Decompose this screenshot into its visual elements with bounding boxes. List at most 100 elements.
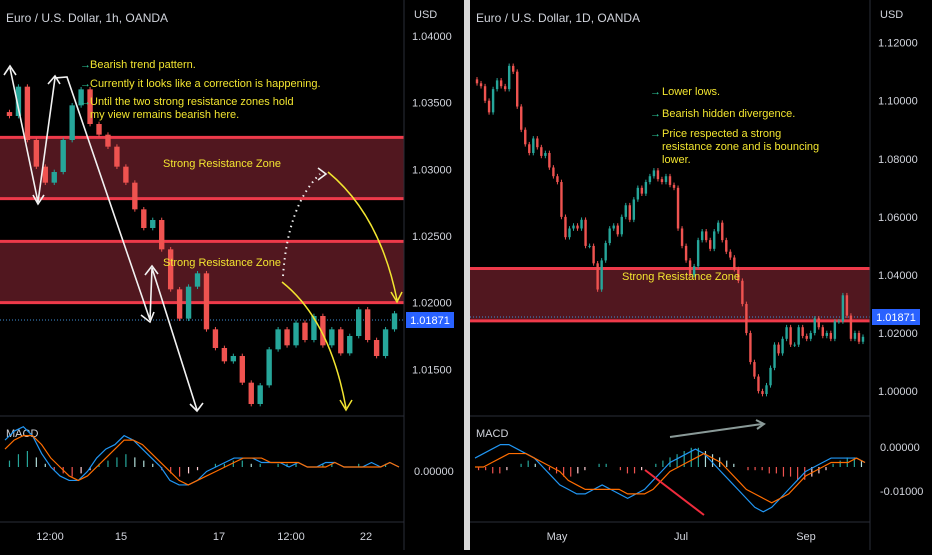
left-note-3: Until the two strong resistance zones ho… [90, 96, 294, 121]
left-notes: → Bearish trend pattern. → Currently it … [80, 59, 321, 121]
candle-body [382, 329, 389, 356]
candle-body [96, 124, 102, 135]
candle-body [275, 329, 281, 350]
candle-body [167, 249, 174, 290]
candle-body [729, 251, 732, 258]
left-currency-label[interactable]: USD [414, 9, 437, 21]
arrow-down-icon [339, 399, 353, 412]
candle-body [15, 86, 22, 116]
candle-body [797, 327, 800, 345]
candle-body [239, 356, 245, 383]
candle-body [829, 333, 833, 339]
zone-label: Strong Resistance Zone [163, 158, 281, 170]
price-tick: 1.03000 [412, 164, 452, 176]
candle-body [373, 340, 380, 356]
arrow-up-icon [3, 64, 17, 76]
candle-body [185, 286, 192, 319]
macd-signal-line [475, 452, 866, 504]
candle-body [580, 219, 583, 229]
candle-body [51, 172, 57, 183]
panel-divider[interactable] [464, 0, 470, 550]
candle-body [600, 260, 603, 290]
right-note-2: Bearish hidden divergence. [662, 108, 795, 120]
candle-body [479, 83, 483, 87]
candle-body [769, 367, 772, 386]
candle-body [704, 231, 708, 241]
candle-body [821, 327, 824, 336]
candle-body [789, 327, 792, 345]
left-time-tick: 12:00 [277, 531, 305, 543]
arrow-down-icon [140, 311, 155, 324]
candle-body [356, 309, 362, 336]
candle-body [320, 316, 326, 346]
candle-body [596, 263, 599, 290]
right-chart-panel: Strong Resistance Zone → Lower lows. → B… [470, 0, 923, 550]
right-currency-label[interactable]: USD [880, 9, 903, 21]
candle-body [114, 146, 120, 167]
candle-body [612, 225, 615, 229]
candle-body [624, 205, 627, 217]
candle-body [544, 152, 547, 156]
right-price-ticks: 1.12000 1.10000 1.08000 1.06000 1.04000 1.020… [878, 38, 918, 398]
candle-body [230, 356, 237, 362]
candle-body [608, 228, 611, 244]
left-price-ticks: 1.04000 1.03500 1.03000 1.02500 1.02000 1.015… [412, 31, 452, 376]
right-macd-tick: 0.00000 [880, 442, 920, 454]
arrow-up-icon [144, 264, 159, 276]
candle-body [801, 327, 804, 336]
candle-body [721, 222, 724, 241]
candle-body [311, 316, 317, 340]
candle-body [773, 344, 776, 368]
candle-body [564, 216, 567, 238]
candle-body [33, 140, 40, 167]
candle-body [194, 273, 201, 287]
candle-body [257, 385, 263, 404]
bullet-arrow-icon: → [80, 59, 91, 71]
candle-body [524, 129, 527, 145]
price-tick: 1.03500 [412, 98, 452, 110]
candle-body [656, 170, 660, 180]
right-last-price-badge [872, 309, 920, 325]
left-macd-tick: 0.00000 [414, 466, 454, 478]
candle-body [141, 209, 147, 228]
right-macd-tick: -0.01000 [880, 486, 923, 498]
zone-label: Strong Resistance Zone [622, 271, 740, 283]
price-tick: 1.10000 [878, 96, 918, 108]
candle-body [833, 321, 837, 339]
right-note-1: Lower lows. [662, 86, 720, 98]
bullet-arrow-icon: → [650, 108, 661, 120]
candle-body [302, 322, 308, 340]
candle-body [24, 86, 31, 140]
candle-body [338, 329, 344, 354]
candle-body [777, 344, 780, 354]
candle-body [825, 333, 829, 336]
candle-body [548, 152, 551, 168]
candle-body [781, 338, 784, 354]
left-projection-yellow-1 [327, 171, 398, 301]
left-last-price-badge [406, 312, 454, 328]
candle-body [725, 240, 728, 252]
candle-body [709, 240, 712, 249]
candle-body [150, 220, 156, 228]
candle-body [556, 176, 559, 183]
candle-body [809, 333, 812, 339]
candle-body [664, 176, 668, 183]
candle-body [757, 376, 760, 392]
candle-body [676, 187, 680, 229]
arrow-up-icon [47, 74, 61, 85]
right-zones-layer [470, 267, 870, 323]
candle-body [516, 71, 519, 107]
price-tick: 1.02000 [412, 298, 452, 310]
left-last-price-label: 1.01871 [410, 315, 450, 327]
candle-body [132, 182, 138, 210]
candle-body [266, 349, 272, 386]
candle-body [364, 309, 371, 340]
left-time-tick: 22 [360, 531, 372, 543]
left-note-1: Bearish trend pattern. [90, 59, 196, 71]
candle-body [717, 222, 720, 232]
candle-body [628, 205, 631, 220]
left-macd-layer [4, 425, 400, 486]
arrow-down-icon [189, 402, 204, 413]
right-chart-title: Euro / U.S. Dollar, 1D, OANDA [476, 11, 640, 25]
right-time-tick: Sep [796, 531, 816, 543]
